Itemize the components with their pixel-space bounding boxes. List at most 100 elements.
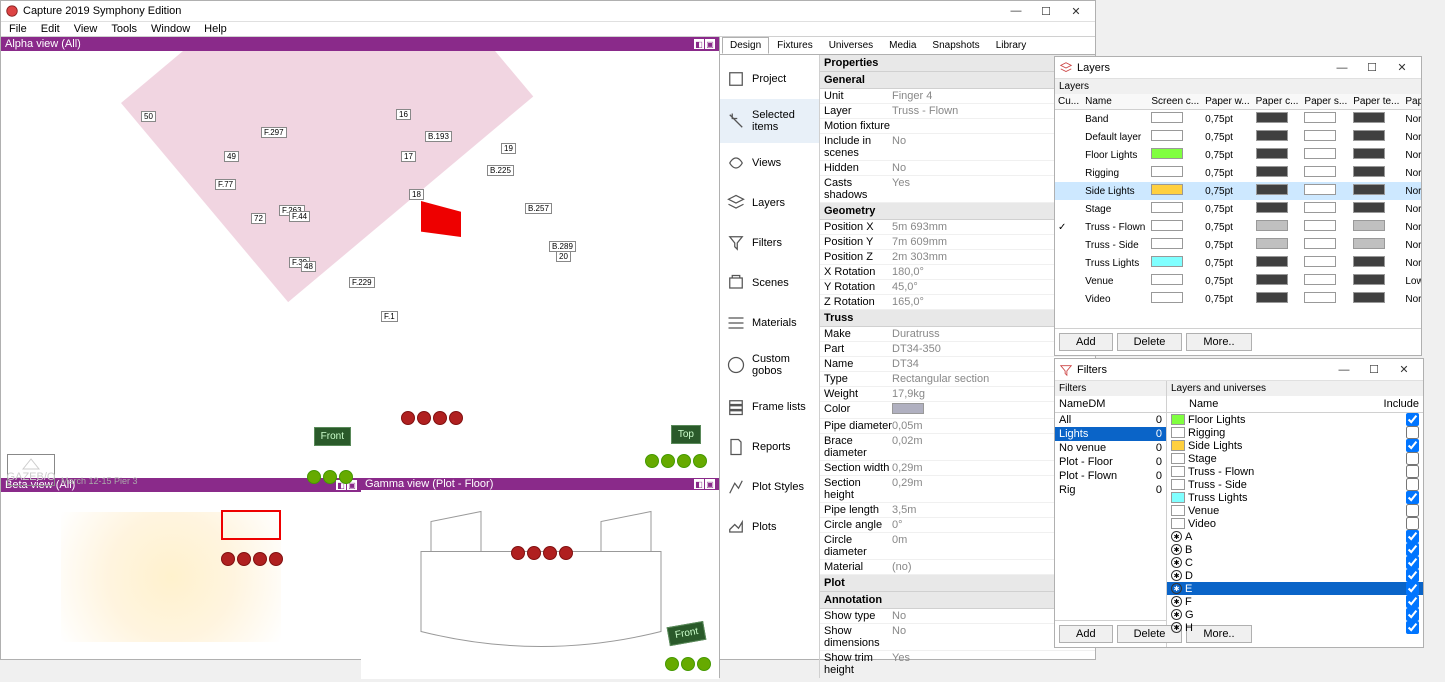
include-checkbox[interactable] [1406, 569, 1419, 582]
view-orientation-badge[interactable]: Top [671, 425, 701, 444]
layer-row[interactable]: Venue0,75ptLow [1055, 272, 1421, 290]
minimize-button[interactable]: — [1001, 1, 1031, 21]
view-tool-button[interactable] [339, 470, 353, 484]
fixture-marker[interactable] [221, 552, 235, 566]
nav-layers[interactable]: Layers [720, 183, 819, 223]
fixture-marker[interactable] [417, 411, 431, 425]
layer-row[interactable]: Side Lights0,75ptNormal [1055, 182, 1421, 200]
layer-row[interactable]: Default layer0,75ptNormal [1055, 128, 1421, 146]
maximize-button[interactable]: ☐ [1359, 360, 1389, 380]
maximize-button[interactable]: ☐ [1031, 1, 1061, 21]
universe-include-row[interactable]: ✱B [1167, 543, 1423, 556]
close-button[interactable]: ✕ [1387, 58, 1417, 78]
fixture-marker[interactable] [269, 552, 283, 566]
more-button[interactable]: More.. [1186, 333, 1251, 351]
nav-reports[interactable]: Reports [720, 427, 819, 467]
tab-fixtures[interactable]: Fixtures [769, 37, 821, 54]
col-header[interactable]: Cu... [1055, 94, 1082, 110]
layer-row[interactable]: Band0,75ptNormal [1055, 110, 1421, 129]
fixture-marker[interactable] [527, 546, 541, 560]
fixture-marker[interactable] [433, 411, 447, 425]
tab-snapshots[interactable]: Snapshots [924, 37, 987, 54]
view-tool-button[interactable] [677, 454, 691, 468]
tab-media[interactable]: Media [881, 37, 924, 54]
tab-design[interactable]: Design [722, 37, 769, 54]
filter-row[interactable]: No venue0 [1055, 441, 1166, 455]
layer-include-row[interactable]: Truss - Side [1167, 478, 1423, 491]
layer-include-row[interactable]: Floor Lights [1167, 413, 1423, 426]
nav-custom-gobos[interactable]: Custom gobos [720, 343, 819, 387]
include-checkbox[interactable] [1406, 595, 1419, 608]
menu-edit[interactable]: Edit [35, 22, 66, 36]
include-checkbox[interactable] [1406, 478, 1419, 491]
view-tool-button[interactable] [693, 454, 707, 468]
include-checkbox[interactable] [1406, 582, 1419, 595]
menu-view[interactable]: View [68, 22, 104, 36]
menu-help[interactable]: Help [198, 22, 233, 36]
layer-include-row[interactable]: Video [1167, 517, 1423, 530]
layer-include-row[interactable]: Stage [1167, 452, 1423, 465]
layer-row[interactable]: Truss Lights0,75ptNormal [1055, 254, 1421, 272]
include-checkbox[interactable] [1406, 608, 1419, 621]
minimize-button[interactable]: — [1329, 360, 1359, 380]
fixture-marker[interactable] [401, 411, 415, 425]
filter-row[interactable]: Plot - Flown0 [1055, 469, 1166, 483]
nav-materials[interactable]: Materials [720, 303, 819, 343]
menu-window[interactable]: Window [145, 22, 196, 36]
include-checkbox[interactable] [1406, 426, 1419, 439]
nav-plot-styles[interactable]: Plot Styles [720, 467, 819, 507]
include-checkbox[interactable] [1406, 530, 1419, 543]
menu-file[interactable]: File [3, 22, 33, 36]
view-tool-button[interactable] [661, 454, 675, 468]
col-header[interactable]: Screen c... [1148, 94, 1202, 110]
view-max-icon[interactable]: ▣ [705, 39, 715, 49]
tab-library[interactable]: Library [988, 37, 1035, 54]
layer-row[interactable]: Truss - Side0,75ptNormal [1055, 236, 1421, 254]
include-checkbox[interactable] [1406, 439, 1419, 452]
maximize-button[interactable]: ☐ [1357, 58, 1387, 78]
minimize-button[interactable]: — [1327, 58, 1357, 78]
layer-row[interactable]: Rigging0,75ptNormal [1055, 164, 1421, 182]
universe-include-row[interactable]: ✱C [1167, 556, 1423, 569]
include-checkbox[interactable] [1406, 621, 1419, 634]
include-checkbox[interactable] [1406, 413, 1419, 426]
add-button[interactable]: Add [1059, 333, 1113, 351]
universe-include-row[interactable]: ✱G [1167, 608, 1423, 621]
layer-include-row[interactable]: Rigging [1167, 426, 1423, 439]
include-checkbox[interactable] [1406, 556, 1419, 569]
fixture-marker[interactable] [253, 552, 267, 566]
fixture-marker[interactable] [237, 552, 251, 566]
view-tool-button[interactable] [307, 470, 321, 484]
prop-row[interactable]: Show trim heightYes [820, 651, 1095, 678]
tab-universes[interactable]: Universes [821, 37, 881, 54]
nav-scenes[interactable]: Scenes [720, 263, 819, 303]
view-restore-icon[interactable]: ◧ [694, 39, 704, 49]
universe-include-row[interactable]: ✱A [1167, 530, 1423, 543]
fixture-marker[interactable] [543, 546, 557, 560]
nav-project[interactable]: Project [720, 59, 819, 99]
filter-row[interactable]: All0 [1055, 413, 1166, 427]
layer-include-row[interactable]: Truss - Flown [1167, 465, 1423, 478]
fixture-marker[interactable] [559, 546, 573, 560]
menu-tools[interactable]: Tools [105, 22, 143, 36]
view-tool-button[interactable] [665, 657, 679, 671]
layer-row[interactable]: Stage0,75ptNormal [1055, 200, 1421, 218]
layer-include-row[interactable]: Venue [1167, 504, 1423, 517]
view-tool-button[interactable] [697, 657, 711, 671]
universe-include-row[interactable]: ✱H [1167, 621, 1423, 634]
view-tool-button[interactable] [645, 454, 659, 468]
col-header[interactable]: Paper w... [1202, 94, 1252, 110]
include-checkbox[interactable] [1406, 517, 1419, 530]
include-checkbox[interactable] [1406, 543, 1419, 556]
layer-row[interactable]: Video0,75ptNormal [1055, 290, 1421, 308]
nav-filters[interactable]: Filters [720, 223, 819, 263]
universe-include-row[interactable]: ✱D [1167, 569, 1423, 582]
filter-row[interactable]: Lights0 [1055, 427, 1166, 441]
fixture-marker[interactable] [449, 411, 463, 425]
nav-selected-items[interactable]: Selected items [720, 99, 819, 143]
view-restore-icon[interactable]: ◧ [694, 479, 704, 489]
view-max-icon[interactable]: ▣ [705, 479, 715, 489]
col-header[interactable]: Paper c... [1253, 94, 1302, 110]
nav-plots[interactable]: Plots [720, 507, 819, 547]
col-header[interactable]: Paper te... [1350, 94, 1402, 110]
